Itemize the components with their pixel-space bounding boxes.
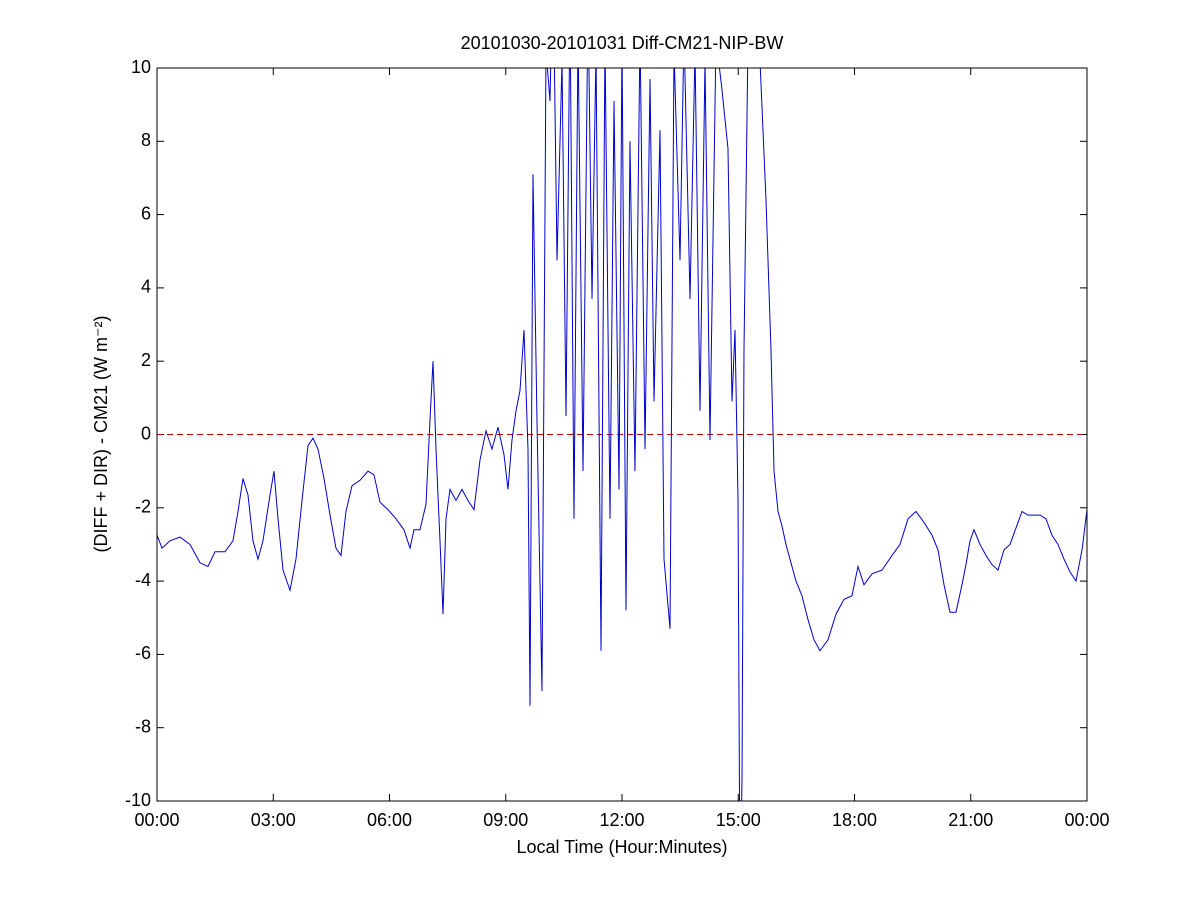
x-tick-label: 00:00: [1064, 810, 1109, 830]
x-tick-label: 09:00: [483, 810, 528, 830]
x-tick-label: 18:00: [832, 810, 877, 830]
chart-title: 20101030-20101031 Diff-CM21-NIP-BW: [461, 33, 784, 53]
x-axis-label: Local Time (Hour:Minutes): [516, 837, 727, 857]
x-tick-label: 12:00: [599, 810, 644, 830]
y-tick-label: 8: [141, 130, 151, 150]
y-tick-label: 0: [141, 423, 151, 443]
y-tick-label: -10: [125, 790, 151, 810]
x-tick-label: 06:00: [367, 810, 412, 830]
x-tick-label: 15:00: [716, 810, 761, 830]
y-tick-label: -2: [135, 497, 151, 517]
y-tick-label: 2: [141, 350, 151, 370]
y-tick-label: 10: [131, 57, 151, 77]
y-axis-label: (DIFF + DIR) - CM21 (W m⁻²): [91, 316, 111, 553]
x-tick-label: 03:00: [251, 810, 296, 830]
y-tick-label: -6: [135, 643, 151, 663]
y-tick-label: -4: [135, 570, 151, 590]
data-line: [157, 68, 1087, 801]
y-tick-label: -8: [135, 716, 151, 736]
y-tick-label: 6: [141, 203, 151, 223]
x-tick-label: 21:00: [948, 810, 993, 830]
x-tick-label: 00:00: [134, 810, 179, 830]
y-tick-label: 4: [141, 277, 151, 297]
plot-frame: [156, 67, 1088, 802]
